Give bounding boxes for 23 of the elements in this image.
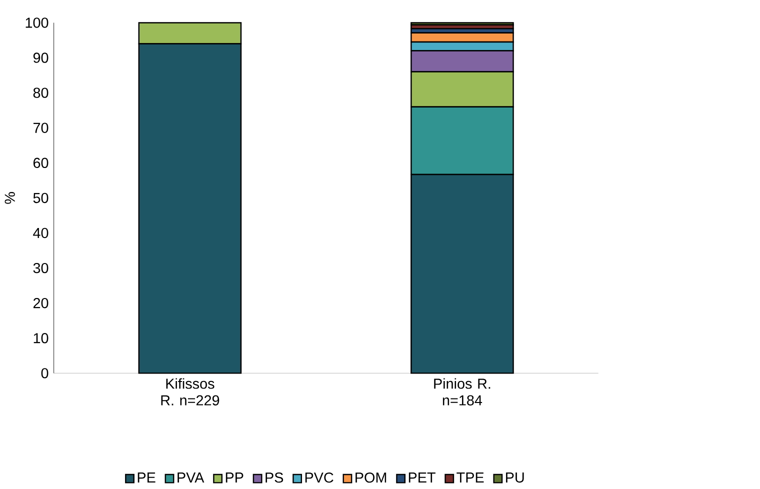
y-tick-label: 80 — [33, 88, 48, 98]
legend-label: PP — [226, 472, 244, 482]
legend-label: POM — [356, 472, 386, 483]
legend-label: PS — [266, 472, 284, 483]
legend-label: PET — [408, 472, 436, 482]
y-tick-label: 0 — [41, 368, 48, 378]
legend-label: PE — [138, 472, 156, 482]
y-tick-label: 20 — [33, 298, 48, 308]
y-tick-label: 10 — [34, 332, 48, 344]
y-tick-label: 40 — [33, 228, 48, 238]
y-axis-title: % — [4, 192, 15, 204]
y-tick-label: 100 — [26, 18, 48, 28]
legend-label: PVA — [178, 472, 204, 482]
y-tick-label: 70 — [33, 122, 48, 133]
y-tick-label: 60 — [33, 158, 48, 168]
y-tick-label: 90 — [33, 52, 48, 63]
x-tick-label: Pinios R. n=184 — [434, 378, 490, 406]
legend-label: TPE — [456, 472, 484, 482]
legend-label: PVC — [305, 472, 334, 483]
x-tick-label: Kifissos R. n=229 — [161, 378, 220, 406]
y-tick-label: 30 — [33, 262, 48, 274]
legend-label: PU — [506, 472, 524, 483]
y-tick-label: 50 — [33, 192, 48, 203]
